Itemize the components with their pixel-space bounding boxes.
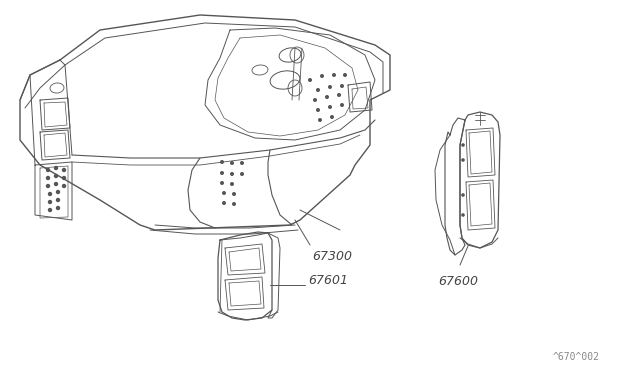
Circle shape	[230, 172, 234, 176]
Circle shape	[461, 158, 465, 162]
Circle shape	[46, 184, 50, 188]
Circle shape	[461, 143, 465, 147]
Circle shape	[46, 168, 50, 172]
Circle shape	[316, 108, 320, 112]
Circle shape	[232, 192, 236, 196]
Circle shape	[337, 93, 341, 97]
Circle shape	[328, 85, 332, 89]
Circle shape	[62, 168, 66, 172]
Circle shape	[48, 200, 52, 204]
Circle shape	[62, 184, 66, 188]
Circle shape	[222, 201, 226, 205]
Circle shape	[54, 174, 58, 178]
Circle shape	[62, 176, 66, 180]
Circle shape	[222, 191, 226, 195]
Circle shape	[220, 160, 224, 164]
Circle shape	[230, 161, 234, 165]
Circle shape	[332, 73, 336, 77]
Circle shape	[54, 182, 58, 186]
Circle shape	[48, 192, 52, 196]
Text: 67600: 67600	[438, 275, 478, 288]
Circle shape	[340, 84, 344, 88]
Circle shape	[461, 193, 465, 197]
Circle shape	[54, 166, 58, 170]
Circle shape	[316, 88, 320, 92]
Circle shape	[340, 103, 344, 107]
Circle shape	[230, 182, 234, 186]
Circle shape	[318, 118, 322, 122]
Circle shape	[46, 176, 50, 180]
Circle shape	[232, 202, 236, 206]
Circle shape	[461, 213, 465, 217]
Circle shape	[330, 115, 334, 119]
Circle shape	[240, 172, 244, 176]
Circle shape	[328, 105, 332, 109]
Circle shape	[56, 190, 60, 194]
Circle shape	[56, 198, 60, 202]
Text: 67601: 67601	[308, 273, 348, 286]
Circle shape	[220, 181, 224, 185]
Circle shape	[48, 208, 52, 212]
Circle shape	[325, 95, 329, 99]
Circle shape	[343, 73, 347, 77]
Text: 67300: 67300	[312, 250, 352, 263]
Circle shape	[320, 74, 324, 78]
Circle shape	[308, 78, 312, 82]
Text: ^670^002: ^670^002	[553, 352, 600, 362]
Circle shape	[313, 98, 317, 102]
Circle shape	[240, 161, 244, 165]
Circle shape	[220, 171, 224, 175]
Circle shape	[56, 206, 60, 210]
